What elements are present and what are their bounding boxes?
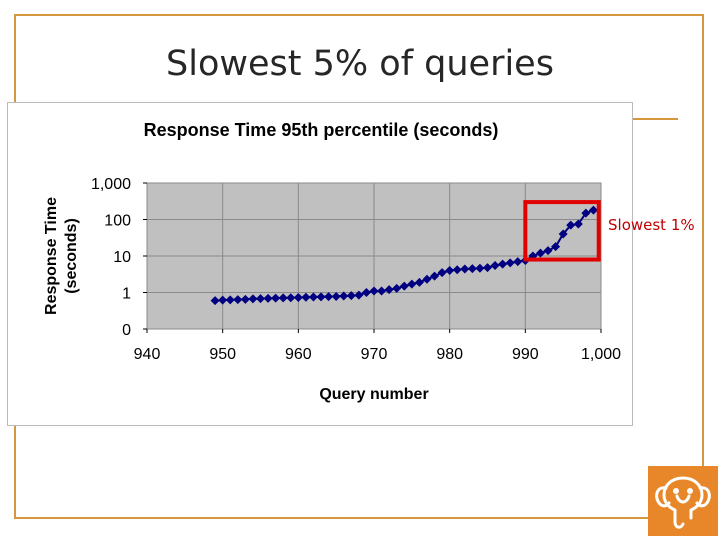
data-point (422, 274, 432, 284)
data-point (361, 288, 371, 297)
data-point (233, 295, 243, 305)
data-point (248, 294, 258, 304)
data-point (475, 263, 485, 273)
data-point (452, 265, 462, 275)
slide-title: Slowest 5% of queries (166, 44, 554, 84)
callout-label: Slowest 1% (608, 216, 695, 234)
x-tick-label: 990 (512, 346, 539, 363)
x-tick-label: 980 (436, 346, 463, 363)
data-point (573, 219, 583, 229)
x-tick-label: 940 (134, 346, 161, 363)
data-point (467, 264, 477, 274)
data-point (271, 293, 281, 303)
data-point (399, 281, 409, 291)
data-point (331, 291, 341, 301)
data-point (558, 229, 568, 239)
data-point (308, 292, 318, 302)
data-point (414, 277, 424, 287)
x-tick-label: 970 (361, 346, 388, 363)
y-tick-label: 1 (122, 286, 131, 303)
y-tick-label: 0 (122, 322, 131, 339)
x-tick-label: 1,000 (581, 346, 621, 363)
x-tick-label: 960 (285, 346, 312, 363)
data-point (483, 263, 492, 273)
data-point (293, 292, 303, 302)
chart-container: 940 950 960 970 980 990 1,000 0 1 10 100 1,000 Respo… (7, 102, 633, 426)
data-point (588, 205, 598, 215)
data-point (505, 258, 515, 268)
data-point (354, 290, 364, 300)
y-tick-label: 10 (113, 249, 131, 266)
data-point (369, 286, 379, 296)
data-point (218, 295, 228, 305)
data-point (490, 260, 500, 270)
elephant-logo-icon (648, 466, 718, 536)
data-point (460, 264, 470, 274)
x-axis-label: Query number (319, 386, 428, 403)
y-tick-label: 100 (104, 213, 131, 230)
data-point (513, 257, 523, 267)
chart-title: Response Time 95th percentile (seconds) (144, 120, 499, 140)
data-point (392, 283, 402, 293)
data-point (377, 286, 387, 296)
data-point (225, 295, 235, 305)
highlight-box (523, 200, 601, 262)
data-point (301, 292, 311, 302)
data-point (437, 268, 447, 278)
data-point (384, 285, 394, 295)
data-point (278, 293, 288, 303)
response-time-chart: 940 950 960 970 980 990 1,000 0 1 10 100 1,000 Respo… (43, 120, 621, 403)
data-point (263, 293, 273, 303)
y-tick-label: 1,000 (91, 176, 131, 193)
data-point (407, 279, 417, 289)
y-axis-label-line: Response Time (43, 197, 60, 315)
data-point (498, 259, 508, 269)
y-axis-label-line: (seconds) (63, 218, 80, 294)
y-axis-label: Response Time (seconds) (43, 197, 80, 315)
data-point (324, 292, 334, 302)
data-point (286, 293, 296, 303)
data-point (445, 266, 455, 276)
data-point (256, 294, 265, 304)
data-point (566, 220, 576, 230)
data-point (543, 246, 553, 256)
data-point (535, 248, 545, 258)
data-point (346, 291, 356, 301)
data-point (339, 291, 349, 301)
data-point (240, 294, 250, 304)
data-point (581, 208, 591, 218)
x-tick-label: 950 (209, 346, 236, 363)
title-divider (606, 118, 678, 120)
data-point (551, 242, 561, 252)
data-point (430, 271, 440, 281)
elephant-logo-icon-graphic (655, 476, 711, 529)
data-point (316, 292, 326, 302)
data-point (210, 296, 220, 306)
